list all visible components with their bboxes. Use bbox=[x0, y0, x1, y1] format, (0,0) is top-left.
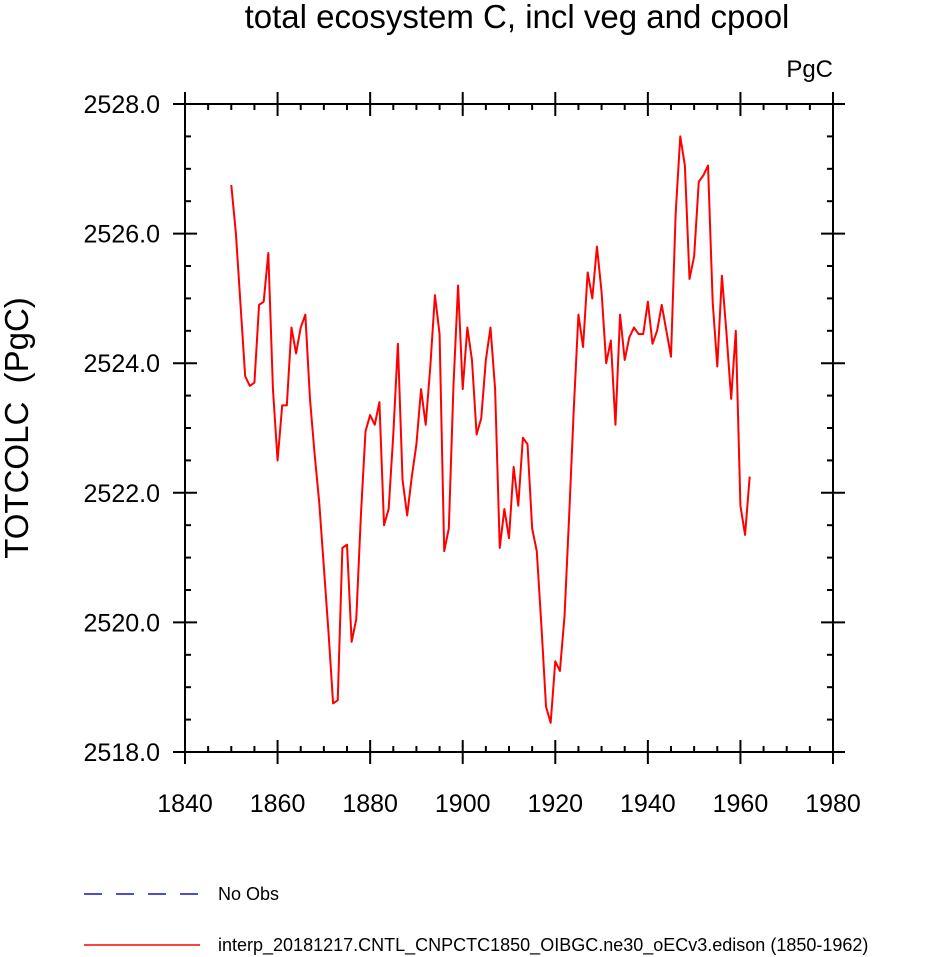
units-label: PgC bbox=[786, 56, 833, 83]
y-tick-label: 2522.0 bbox=[84, 480, 160, 508]
x-tick-label: 1840 bbox=[157, 790, 213, 818]
x-tick-label: 1980 bbox=[805, 790, 861, 818]
major-ticks bbox=[173, 92, 845, 764]
y-tick-label: 2528.0 bbox=[84, 91, 160, 119]
x-tick-label: 1880 bbox=[342, 790, 398, 818]
minor-ticks bbox=[185, 104, 833, 752]
plot-frame bbox=[184, 103, 834, 753]
y-tick-label: 2526.0 bbox=[84, 221, 160, 249]
y-axis-label: TOTCOLC (PgC) bbox=[0, 297, 35, 559]
chart-title: total ecosystem C, incl veg and cpool bbox=[245, 0, 790, 35]
x-tick-labels: 1840 1860 1880 1900 1920 1940 1960 1980 bbox=[157, 790, 861, 818]
series-line bbox=[230, 135, 751, 724]
y-tick-labels: 2518.0 2520.0 2522.0 2524.0 2526.0 2528.0 bbox=[84, 91, 160, 767]
x-tick-label: 1900 bbox=[435, 790, 491, 818]
legend-label: No Obs bbox=[218, 884, 279, 904]
series-layer bbox=[230, 135, 751, 724]
legend: No Obs interp_20181217.CNTL_CNPCTC1850_OI… bbox=[84, 884, 868, 956]
x-tick-label: 1860 bbox=[250, 790, 306, 818]
y-tick-label: 2524.0 bbox=[84, 350, 160, 378]
x-tick-label: 1960 bbox=[713, 790, 769, 818]
y-tick-label: 2520.0 bbox=[84, 609, 160, 637]
x-tick-label: 1920 bbox=[527, 790, 583, 818]
x-tick-label: 1940 bbox=[620, 790, 676, 818]
y-tick-label: 2518.0 bbox=[84, 739, 160, 767]
legend-label: interp_20181217.CNTL_CNPCTC1850_OIBGC.ne… bbox=[218, 935, 868, 956]
